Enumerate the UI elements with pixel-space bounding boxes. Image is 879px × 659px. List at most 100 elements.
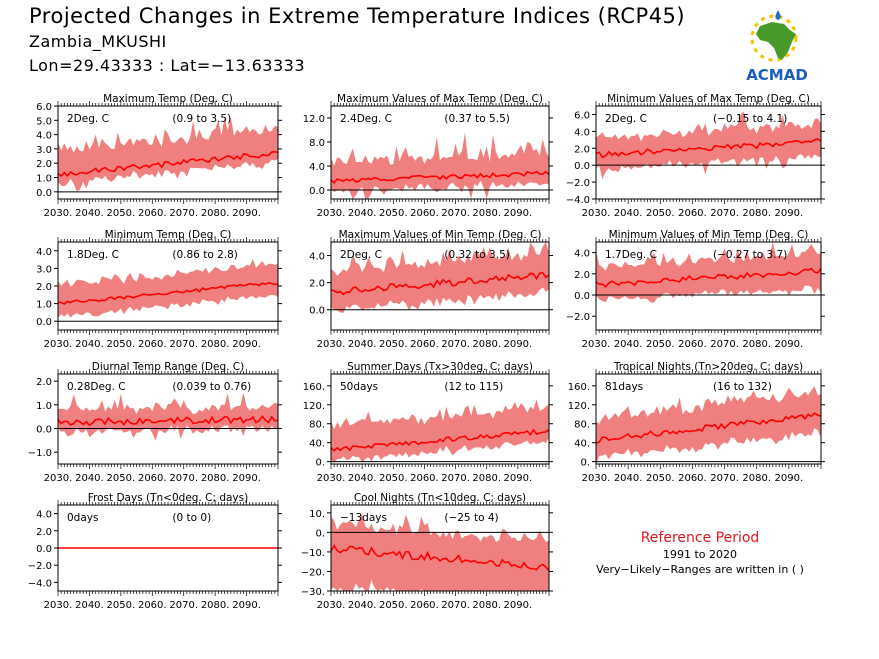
y-tick-label: 5.0 bbox=[36, 116, 52, 127]
x-tick-label: 2090. bbox=[504, 339, 533, 350]
x-tick-label: 2060. bbox=[410, 600, 439, 611]
very-likely-range-band bbox=[58, 392, 278, 441]
x-tick-label: 2060. bbox=[410, 339, 439, 350]
x-tick-label: 2040. bbox=[75, 339, 104, 350]
chart-title: Minimum Values of Min Temp (Deg. C) bbox=[609, 229, 809, 241]
x-tick-label: 2060. bbox=[410, 473, 439, 484]
x-tick-label: 2040. bbox=[348, 600, 377, 611]
chart-title: Cool Nights (Tn<10deg. C; days) bbox=[354, 492, 526, 504]
change-stat-label: 2Deg. C bbox=[340, 249, 382, 261]
chart-panel: 160. 120. 80. 40. 0. 2030. 2040. 2050. 2060. 2070… bbox=[303, 361, 553, 484]
x-tick-label: 2030. bbox=[582, 339, 611, 350]
y-tick-label: −4.0 bbox=[566, 195, 590, 206]
chart-title: Maximum Temp (Deg. C) bbox=[103, 93, 233, 105]
x-tick-label: 2060. bbox=[678, 208, 707, 219]
median-change-line bbox=[595, 138, 822, 159]
y-tick-label: 2.0 bbox=[36, 377, 52, 388]
y-tick-label: −30. bbox=[301, 587, 325, 598]
x-tick-label: 2080. bbox=[201, 208, 230, 219]
y-tick-label: 6.0 bbox=[36, 102, 52, 113]
y-tick-label: 0.0 bbox=[36, 424, 52, 435]
y-tick-label: 10. bbox=[309, 509, 325, 520]
chart-panel: 160. 120. 80. 40. 0. 2030. 2040. 2050. 2060. 2070… bbox=[568, 361, 825, 484]
x-tick-label: 2090. bbox=[232, 339, 261, 350]
y-tick-label: 0.0 bbox=[574, 291, 590, 302]
x-tick-label: 2080. bbox=[201, 339, 230, 350]
x-tick-label: 2050. bbox=[379, 473, 408, 484]
chart-panel: 4.0 3.0 2.0 1.0 0.0 2030. 2040. 2050. 2060. 2070.… bbox=[36, 229, 282, 350]
x-tick-label: 2080. bbox=[472, 600, 501, 611]
x-tick-label: 2070. bbox=[710, 339, 739, 350]
x-tick-label: 2080. bbox=[742, 473, 771, 484]
y-tick-label: 0.0 bbox=[36, 188, 52, 199]
chart-panel: 6.0 5.0 4.0 3.0 2.0 1.0 0.0 2030. 2040. 2050. 2060… bbox=[36, 93, 282, 219]
x-tick-label: 2090. bbox=[504, 600, 533, 611]
x-tick-label: 2060. bbox=[138, 208, 167, 219]
y-tick-label: 4.0 bbox=[309, 162, 325, 173]
chart-title: Summer Days (Tx>30deg. C; days) bbox=[347, 361, 533, 373]
y-tick-label: −2.0 bbox=[566, 178, 590, 189]
x-tick-label: 2060. bbox=[678, 339, 707, 350]
x-tick-label: 2070. bbox=[441, 473, 470, 484]
y-tick-label: −1.0 bbox=[28, 448, 52, 459]
y-tick-label: 160. bbox=[568, 382, 590, 393]
median-change-line bbox=[595, 267, 822, 288]
x-tick-label: 2090. bbox=[504, 473, 533, 484]
y-tick-label: 1.0 bbox=[36, 300, 52, 311]
y-tick-label: −4.0 bbox=[28, 578, 52, 589]
y-tick-label: 2.0 bbox=[309, 279, 325, 290]
reference-period-years: 1991 to 2020 bbox=[662, 548, 738, 561]
y-tick-label: −10. bbox=[301, 548, 325, 559]
x-tick-label: 2040. bbox=[75, 208, 104, 219]
y-tick-label: 120. bbox=[303, 401, 325, 412]
x-tick-label: 2070. bbox=[169, 208, 198, 219]
y-tick-label: 3.0 bbox=[36, 145, 52, 156]
reference-period-note: Very−Likely−Ranges are written in ( ) bbox=[596, 563, 804, 576]
x-tick-label: 2070. bbox=[710, 208, 739, 219]
y-tick-label: 2.0 bbox=[574, 144, 590, 155]
chart-panel: 6.0 4.0 2.0 0.0 −2.0 −4.0 2030. 2040. 2050. 2060.… bbox=[566, 93, 825, 219]
x-tick-label: 2080. bbox=[201, 600, 230, 611]
chart-title: Minimum Values of Max Temp (Deg. C) bbox=[607, 93, 810, 105]
very-likely-range-band bbox=[331, 513, 549, 591]
y-tick-label: 12.0 bbox=[303, 114, 325, 125]
y-tick-label: 1.0 bbox=[36, 401, 52, 412]
y-tick-label: 0. bbox=[315, 458, 325, 469]
x-tick-label: 2030. bbox=[317, 339, 346, 350]
x-tick-label: 2060. bbox=[678, 473, 707, 484]
x-tick-label: 2070. bbox=[710, 473, 739, 484]
change-stat-label: 0.28Deg. C bbox=[67, 381, 126, 393]
x-tick-label: 2030. bbox=[44, 600, 73, 611]
very-likely-range-band bbox=[331, 399, 549, 464]
median-change-line bbox=[330, 170, 550, 184]
change-stat-label: 0days bbox=[67, 512, 98, 524]
y-tick-label: 0.0 bbox=[309, 186, 325, 197]
y-tick-label: 2.0 bbox=[36, 159, 52, 170]
x-tick-label: 2030. bbox=[582, 208, 611, 219]
x-tick-label: 2040. bbox=[614, 208, 643, 219]
median-change-line bbox=[330, 544, 550, 572]
y-tick-label: 0.0 bbox=[36, 544, 52, 555]
x-tick-label: 2070. bbox=[169, 339, 198, 350]
very-likely-range-label: (−0.15 to 4.1) bbox=[713, 113, 787, 125]
y-tick-label: 4.0 bbox=[309, 252, 325, 263]
very-likely-range-label: (0.37 to 5.5) bbox=[444, 113, 510, 125]
y-tick-label: 80. bbox=[574, 420, 590, 431]
x-tick-label: 2050. bbox=[646, 339, 675, 350]
reference-period-title: Reference Period bbox=[640, 530, 760, 546]
x-tick-label: 2070. bbox=[169, 600, 198, 611]
x-tick-label: 2080. bbox=[472, 473, 501, 484]
y-tick-label: 6.0 bbox=[574, 110, 590, 121]
chart-panel: 4.0 2.0 0.0 −2.0 −4.0 2030. 2040. 2050. 2060. 207… bbox=[28, 492, 282, 611]
very-likely-range-label: (0 to 0) bbox=[172, 512, 211, 524]
very-likely-range-band bbox=[58, 117, 278, 192]
logo-text: ACMAD bbox=[746, 66, 808, 84]
change-stat-label: 2Deg. C bbox=[67, 113, 109, 125]
x-tick-label: 2080. bbox=[201, 473, 230, 484]
x-tick-label: 2030. bbox=[44, 473, 73, 484]
x-tick-label: 2050. bbox=[379, 600, 408, 611]
chart-panel: 10. 0. −10. −20. −30. 2030. 2040. 2050. 2060. 207… bbox=[301, 492, 553, 611]
